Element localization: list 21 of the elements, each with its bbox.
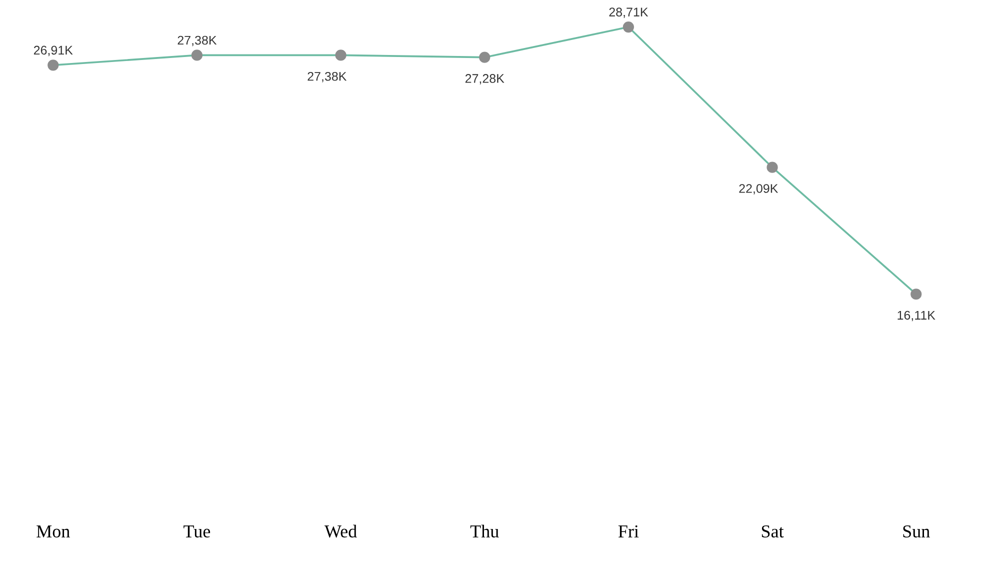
point — [479, 52, 490, 63]
data-label: 27,28K — [465, 74, 504, 84]
point — [766, 162, 778, 173]
x-tick-label: Thu — [470, 524, 499, 538]
point — [48, 60, 59, 71]
point — [335, 50, 346, 61]
x-tick-label: Sat — [762, 525, 784, 538]
x-tick-label: Sun — [903, 525, 930, 538]
data-label: 27,38K — [178, 36, 217, 46]
point — [191, 50, 203, 61]
point — [910, 288, 922, 300]
data-label: 28,71K — [609, 8, 648, 18]
data-label: 22,09K — [739, 184, 778, 194]
data-label: 26,91K — [34, 46, 73, 56]
data-label: 16,11K — [898, 310, 936, 322]
data-label: 27,38K — [308, 72, 347, 82]
x-tick-label: Mon — [36, 525, 70, 538]
x-tick-label: Wed — [324, 524, 357, 538]
x-tick-label: Tue — [184, 525, 210, 538]
x-tick-label: Fri — [618, 525, 639, 538]
point — [622, 21, 634, 33]
